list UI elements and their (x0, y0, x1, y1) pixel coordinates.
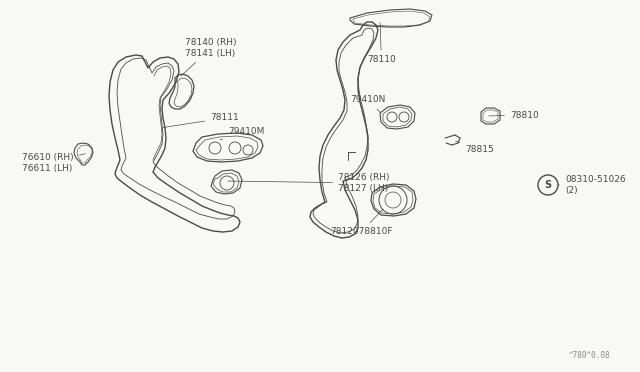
Text: 78126 (RH)
78127 (LH): 78126 (RH) 78127 (LH) (228, 173, 390, 193)
Text: 79410M: 79410M (220, 128, 264, 140)
Text: 79410N: 79410N (350, 96, 385, 113)
Text: ^780^0.08: ^780^0.08 (568, 351, 610, 360)
Text: 7812078810F: 7812078810F (330, 209, 392, 237)
Text: S: S (545, 180, 552, 190)
Text: 78110: 78110 (367, 23, 396, 64)
Text: 78140 (RH)
78141 (LH): 78140 (RH) 78141 (LH) (181, 38, 237, 76)
Text: 78111: 78111 (163, 113, 239, 128)
Text: 78815: 78815 (456, 141, 493, 154)
Text: 78810: 78810 (489, 110, 539, 119)
Text: 76610 (RH)
76611 (LH): 76610 (RH) 76611 (LH) (22, 153, 85, 173)
Text: 08310-51026
(2): 08310-51026 (2) (558, 175, 626, 195)
